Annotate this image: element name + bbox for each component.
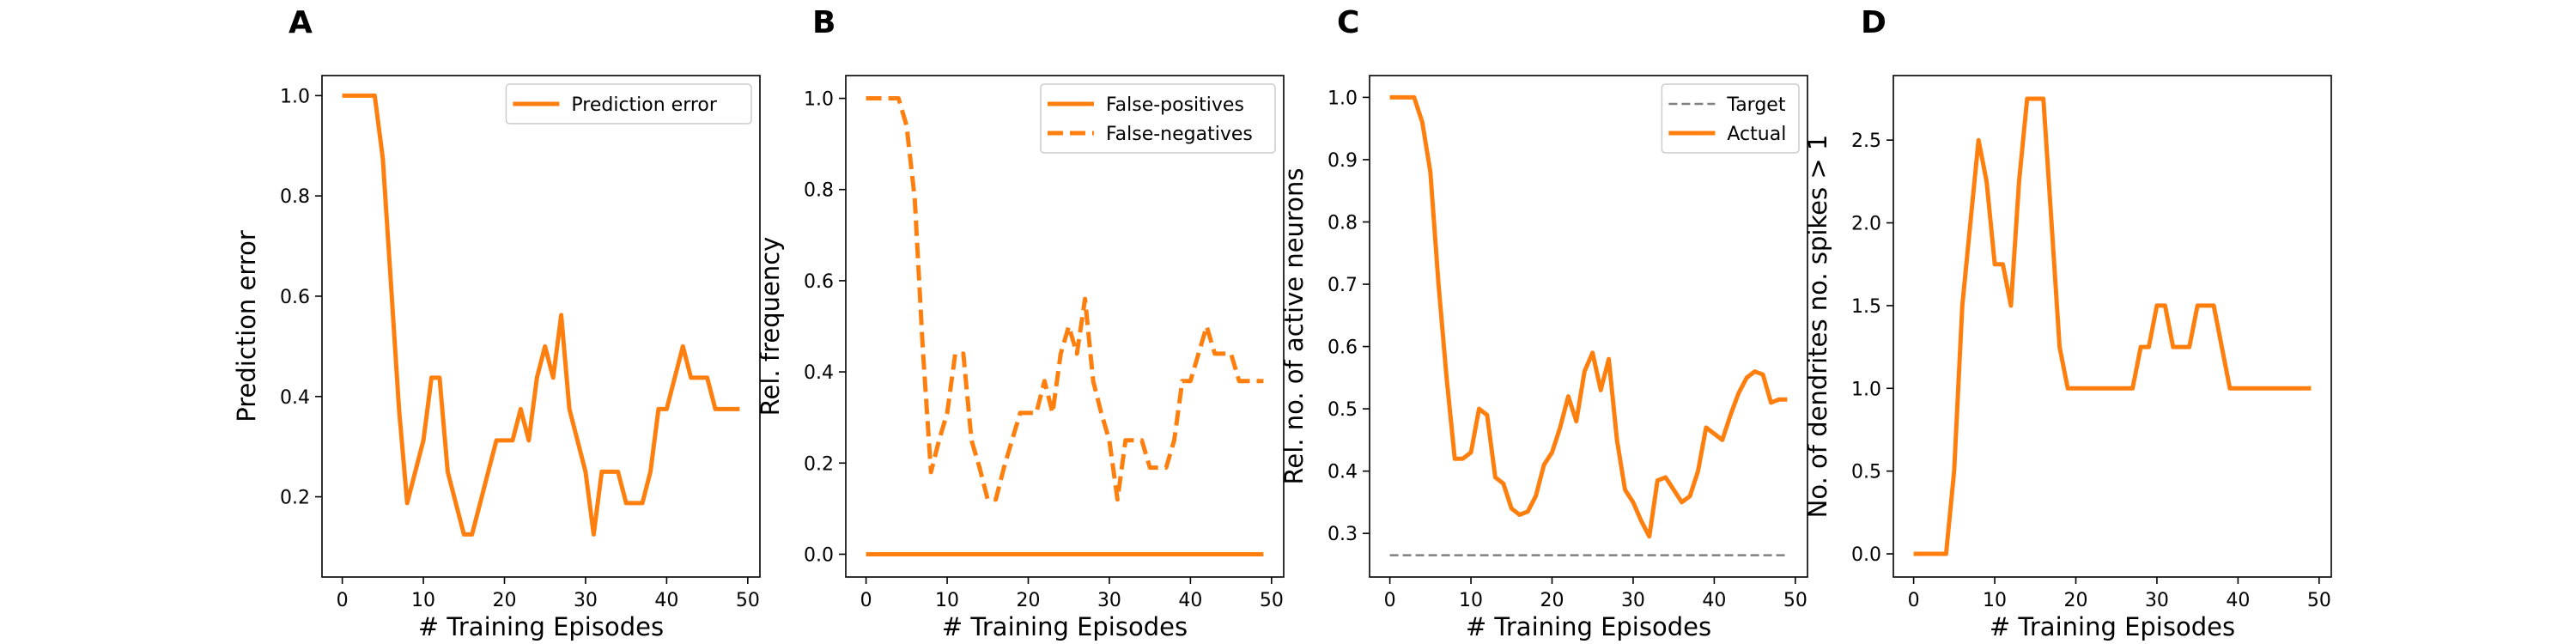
panel-d-axes-frame (1893, 75, 2332, 578)
panel-b-legend-label: False-positives (1106, 94, 1244, 116)
panel-letter-a: A (289, 5, 313, 40)
panel-b-xtick-label: 50 (1260, 590, 1284, 611)
panel-c-ytick-label: 0.9 (1327, 150, 1358, 172)
panel-c-ytick-label: 0.4 (1327, 462, 1358, 483)
panel-c-x-axis-label: # Training Episodes (1466, 612, 1711, 641)
panel-d-ytick-label: 0.0 (1851, 544, 1881, 566)
panel-c-xtick-label: 20 (1540, 590, 1564, 611)
panel-d-xtick-label: 30 (2145, 590, 2169, 611)
panel-c-y-axis-label: Rel. no. of active neurons (1279, 168, 1309, 485)
panel-b-series-line (866, 96, 1264, 502)
panel-c-xtick-label: 30 (1621, 590, 1645, 611)
panel-c-ytick-label: 0.6 (1327, 337, 1358, 359)
panel-a-ytick-label: 0.8 (280, 186, 310, 208)
panel-c-ytick-label: 0.3 (1327, 524, 1358, 545)
panel-a-axes-frame (321, 75, 761, 578)
panel-d-x-axis-label: # Training Episodes (1990, 612, 2235, 641)
panel-c-series-line (1389, 94, 1788, 539)
panel-d-series-line (1913, 96, 2312, 556)
panel-b-legend (1040, 83, 1276, 154)
panel-b-xtick-label: 0 (860, 590, 872, 611)
panel-a: A 0 10 20 30 40 50 0.2 0.4 0.6 0.8 1.0 # Training E… (232, 5, 761, 641)
panel-a-xtick-label: 40 (654, 590, 678, 611)
panel-d-ytick-label: 1.0 (1851, 379, 1881, 400)
panel-c-ytick-label: 0.7 (1327, 275, 1358, 296)
panel-c-legend-label: Target (1726, 94, 1785, 116)
panel-b-ytick-label: 0.0 (804, 544, 834, 566)
panel-b-xtick-label: 20 (1017, 590, 1041, 611)
panel-c: C 0 10 20 30 40 50 0.3 0.4 0.5 0.6 0.7 0.8 0.9 1.0 # T… (1279, 5, 1808, 641)
panel-c-legend-label: Actual (1727, 124, 1786, 145)
panel-d-ytick-label: 2.0 (1851, 214, 1881, 235)
panel-d-y-axis-label: No. of dendrites no. spikes > 1 (1803, 135, 1832, 519)
panel-b-ytick-label: 0.2 (804, 453, 834, 475)
panel-a-legend (505, 83, 752, 125)
panel-c-xtick-label: 50 (1783, 590, 1807, 611)
panel-b-legend-label: False-negatives (1106, 124, 1253, 145)
panel-a-ytick-label: 1.0 (280, 86, 310, 107)
panel-c-ytick-label: 0.8 (1327, 212, 1358, 234)
panel-d-xtick-label: 50 (2307, 590, 2331, 611)
panel-b-xtick-label: 30 (1097, 590, 1121, 611)
panel-b-ytick-label: 0.4 (804, 362, 834, 384)
panel-b-ytick-label: 0.8 (804, 180, 834, 202)
panel-a-xtick-label: 0 (337, 590, 349, 611)
panel-a-xtick-label: 20 (493, 590, 517, 611)
panel-a-xtick-label: 50 (736, 590, 760, 611)
panel-letter-d: D (1861, 5, 1886, 40)
panel-c-xtick-label: 10 (1459, 590, 1483, 611)
panel-c-xtick-label: 40 (1702, 590, 1726, 611)
panel-b: B 0 10 20 30 40 50 0.0 0.2 0.4 0.6 0.8 1.0 # Trainin… (756, 5, 1285, 641)
panel-d-xtick-label: 40 (2226, 590, 2250, 611)
panel-c-ytick-label: 1.0 (1327, 88, 1358, 109)
panel-c-legend (1661, 83, 1800, 154)
panel-c-xtick-label: 0 (1384, 590, 1396, 611)
panel-a-y-axis-label: Prediction error (232, 230, 261, 422)
panel-b-y-axis-label: Rel. frequency (756, 237, 785, 416)
panel-a-xtick-label: 30 (574, 590, 598, 611)
panel-letter-b: B (812, 5, 835, 40)
panel-c-ytick-label: 0.5 (1327, 399, 1358, 421)
panel-a-legend-label: Prediction error (571, 94, 717, 116)
panel-d-ytick-label: 1.5 (1851, 296, 1881, 318)
panel-a-ytick-label: 0.4 (280, 387, 310, 409)
panel-d-xtick-label: 10 (1983, 590, 2007, 611)
panel-letter-c: C (1337, 5, 1359, 40)
panel-c-axes-frame (1369, 75, 1808, 578)
panel-d-xtick-label: 20 (2064, 590, 2088, 611)
panel-b-axes-frame (845, 75, 1285, 578)
panel-a-xtick-label: 10 (411, 590, 435, 611)
panel-b-xtick-label: 40 (1178, 590, 1202, 611)
panel-d-xtick-label: 0 (1908, 590, 1920, 611)
panel-b-ytick-label: 0.6 (804, 271, 834, 293)
panel-d-ytick-label: 0.5 (1851, 462, 1881, 483)
panel-b-ytick-label: 1.0 (804, 89, 834, 111)
panel-b-xtick-label: 10 (935, 590, 959, 611)
panel-a-x-axis-label: # Training Episodes (418, 612, 664, 641)
panel-a-ytick-label: 0.6 (280, 287, 310, 308)
panel-d: D 0 10 20 30 40 50 0.0 0.5 1.0 1.5 2.0 2.5 # Trainin… (1803, 5, 2332, 641)
panel-a-series-line (342, 93, 740, 537)
panel-b-x-axis-label: # Training Episodes (942, 612, 1188, 641)
panel-a-ytick-label: 0.2 (280, 488, 310, 509)
panel-d-ytick-label: 2.5 (1851, 131, 1881, 152)
